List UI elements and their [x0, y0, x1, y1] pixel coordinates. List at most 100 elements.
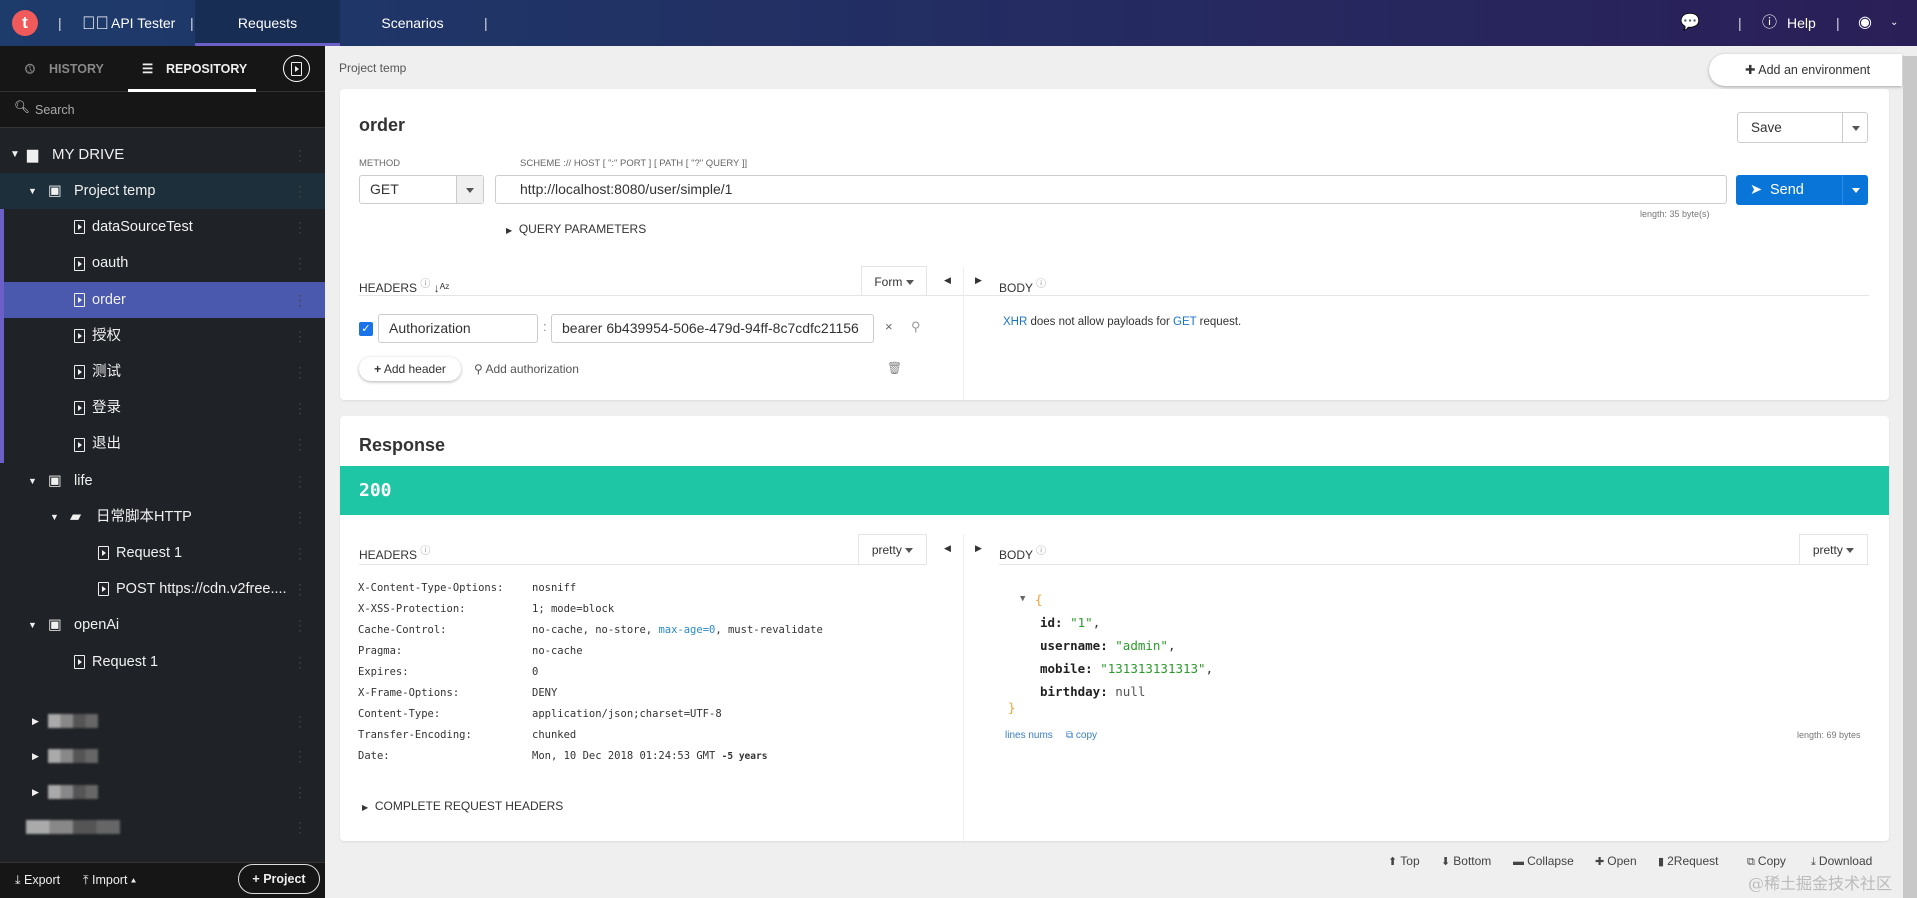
- header-name-input[interactable]: Authorization: [378, 314, 538, 343]
- collapse-right-icon[interactable]: ▶: [975, 543, 982, 553]
- request-card: order Save METHOD SCHEME :// HOST [ ":" …: [340, 89, 1889, 400]
- tree-drive[interactable]: ▼ ▆ MY DRIVE ⋮: [0, 137, 325, 173]
- remove-header-icon[interactable]: ×: [885, 319, 893, 334]
- collapse-button[interactable]: ▬ Collapse: [1513, 854, 1574, 868]
- add-environment-button[interactable]: ✚ Add an environment: [1709, 54, 1902, 86]
- header-value: DENY: [532, 687, 558, 699]
- tab-history[interactable]: HISTORY: [49, 62, 104, 76]
- more-icon[interactable]: ⋮: [293, 291, 307, 308]
- more-icon[interactable]: ⋮: [293, 713, 307, 729]
- header-value-input[interactable]: bearer 6b439954-506e-479d-94ff-8c7cdfc21…: [551, 314, 874, 343]
- help-icon[interactable]: ⓘ: [1762, 14, 1778, 31]
- top-button[interactable]: ⬆ Top: [1388, 854, 1420, 868]
- method-select[interactable]: GET: [359, 175, 484, 204]
- tree-item[interactable]: ▼ ▰ 日常脚本HTTP ⋮: [0, 499, 325, 535]
- line-numbers-toggle[interactable]: lines nums: [1005, 730, 1053, 741]
- trash-icon[interactable]: 🗑︎: [887, 361, 903, 375]
- url-input[interactable]: http://localhost:8080/user/simple/1: [495, 175, 1727, 204]
- more-icon[interactable]: ⋮: [293, 748, 307, 764]
- tree-item-redacted[interactable]: ▶ ⋮: [0, 774, 325, 810]
- more-icon[interactable]: ⋮: [293, 784, 307, 800]
- user-avatar-icon[interactable]: ◉: [1858, 14, 1872, 31]
- add-project-button[interactable]: + Project: [238, 864, 320, 894]
- tree-item[interactable]: 登录 ⋮: [0, 390, 325, 428]
- copy-button[interactable]: ⧉ Copy: [1747, 854, 1786, 869]
- tree-item[interactable]: oauth ⋮: [0, 245, 325, 283]
- divider: |: [190, 15, 194, 31]
- more-icon[interactable]: ⋮: [293, 617, 307, 634]
- tree-item-redacted[interactable]: ▶ ⋮: [0, 738, 325, 774]
- open-button[interactable]: ✚ Open: [1595, 854, 1637, 868]
- more-icon[interactable]: ⋮: [293, 327, 307, 344]
- sidebar: 🕔︎ HISTORY ☰ REPOSITORY 🔍︎ Search ▼ ▆ MY…: [0, 46, 325, 898]
- to-request-button[interactable]: ▮ 2Request: [1658, 854, 1718, 868]
- tree-item[interactable]: ▼ ▣ life ⋮: [0, 463, 325, 499]
- colon-separator: :: [543, 319, 547, 334]
- complete-request-headers-toggle[interactable]: ▶ COMPLETE REQUEST HEADERS: [362, 799, 563, 813]
- tree-item[interactable]: Request 1 ⋮: [0, 535, 325, 571]
- download-button[interactable]: ⤓ Download: [1811, 854, 1872, 869]
- send-button[interactable]: ➤ Send: [1736, 175, 1868, 205]
- chevron-down-icon[interactable]: ⌄: [1890, 17, 1899, 28]
- new-file-button[interactable]: [283, 55, 310, 82]
- more-icon[interactable]: ⋮: [293, 653, 307, 670]
- headers-pretty-dropdown[interactable]: pretty: [858, 534, 927, 564]
- key-icon[interactable]: ⚲: [911, 319, 921, 334]
- more-icon[interactable]: ⋮: [293, 581, 307, 598]
- panel-divider[interactable]: [963, 534, 964, 841]
- tree-item[interactable]: ▼ ▣ openAi ⋮: [0, 607, 325, 643]
- save-dropdown[interactable]: [1842, 113, 1868, 142]
- bottom-button[interactable]: ⬇ Bottom: [1441, 854, 1491, 868]
- tree-item[interactable]: 授权 ⋮: [0, 317, 325, 355]
- collapse-left-icon[interactable]: ◀: [944, 275, 951, 285]
- tree-item[interactable]: 测试 ⋮: [0, 354, 325, 391]
- help-icon: ⓘ: [420, 546, 431, 557]
- save-button[interactable]: Save: [1737, 112, 1868, 143]
- tree-item[interactable]: 退出 ⋮: [0, 426, 325, 464]
- add-header-button[interactable]: + Add header: [359, 357, 461, 381]
- more-icon[interactable]: ⋮: [293, 508, 307, 525]
- tab-requests[interactable]: Requests: [195, 0, 340, 46]
- more-icon[interactable]: ⋮: [293, 436, 307, 453]
- tree-item[interactable]: Request 1 ⋮: [0, 644, 325, 680]
- breadcrumb[interactable]: Project temp: [339, 61, 407, 75]
- send-dropdown[interactable]: [1842, 175, 1868, 205]
- query-parameters-toggle[interactable]: ▶ QUERY PARAMETERS: [506, 222, 646, 236]
- tree-item[interactable]: ▼ ▣ Project temp ⋮: [0, 173, 325, 209]
- tree-item-redacted[interactable]: ⋮: [0, 809, 325, 845]
- tab-repository[interactable]: REPOSITORY: [166, 62, 248, 76]
- collapse-json-icon[interactable]: ▼: [1020, 594, 1026, 604]
- copy-button[interactable]: ⧉ copy: [1066, 730, 1097, 741]
- sort-icon[interactable]: ↓ᴬᶻ: [433, 281, 450, 295]
- help-link[interactable]: Help: [1787, 15, 1816, 31]
- scrollbar[interactable]: [1903, 56, 1917, 898]
- form-dropdown[interactable]: Form: [861, 266, 927, 296]
- tab-scenarios[interactable]: Scenarios: [381, 15, 444, 31]
- panel-divider[interactable]: [963, 267, 964, 400]
- project-indicator: [0, 354, 4, 391]
- more-icon[interactable]: ⋮: [293, 364, 307, 380]
- more-icon[interactable]: ⋮: [293, 255, 307, 272]
- collapse-right-icon[interactable]: ▶: [975, 275, 982, 285]
- more-icon[interactable]: ⋮: [293, 400, 307, 417]
- export-button[interactable]: ⤓ Export: [15, 873, 61, 887]
- chat-icon[interactable]: 💬: [1680, 14, 1700, 31]
- more-icon[interactable]: ⋮: [293, 219, 307, 236]
- tree-item[interactable]: dataSourceTest ⋮: [0, 209, 325, 247]
- more-icon[interactable]: ⋮: [293, 147, 307, 163]
- tree-item-redacted[interactable]: ▶ ⋮: [0, 703, 325, 739]
- more-icon[interactable]: ⋮: [293, 183, 307, 199]
- more-icon[interactable]: ⋮: [293, 545, 307, 561]
- add-authorization-link[interactable]: ⚲ Add authorization: [474, 362, 579, 376]
- tree-item[interactable]: order ⋮: [0, 281, 325, 319]
- search-box[interactable]: 🔍︎ Search: [0, 92, 325, 128]
- tree-item[interactable]: POST https://cdn.v2free.... ⋮: [0, 571, 325, 607]
- collapse-left-icon[interactable]: ◀: [944, 543, 951, 553]
- more-icon[interactable]: ⋮: [293, 819, 307, 835]
- more-icon[interactable]: ⋮: [293, 472, 307, 489]
- body-pretty-dropdown[interactable]: pretty: [1799, 534, 1868, 564]
- header-enabled-checkbox[interactable]: ✓: [359, 322, 373, 336]
- search-input[interactable]: Search: [35, 103, 75, 117]
- import-button[interactable]: ⤒ Import ▴: [83, 873, 137, 887]
- request-name[interactable]: order: [359, 115, 406, 135]
